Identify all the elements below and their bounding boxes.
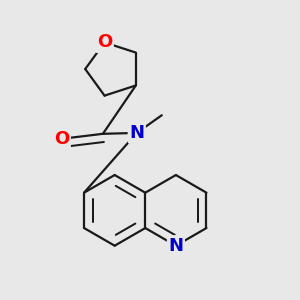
Text: N: N — [129, 124, 144, 142]
Text: O: O — [97, 33, 112, 51]
Text: N: N — [168, 237, 183, 255]
Text: O: O — [54, 130, 69, 148]
Text: N: N — [129, 124, 144, 142]
Text: O: O — [54, 130, 69, 148]
Text: O: O — [97, 33, 112, 51]
Text: N: N — [168, 237, 183, 255]
